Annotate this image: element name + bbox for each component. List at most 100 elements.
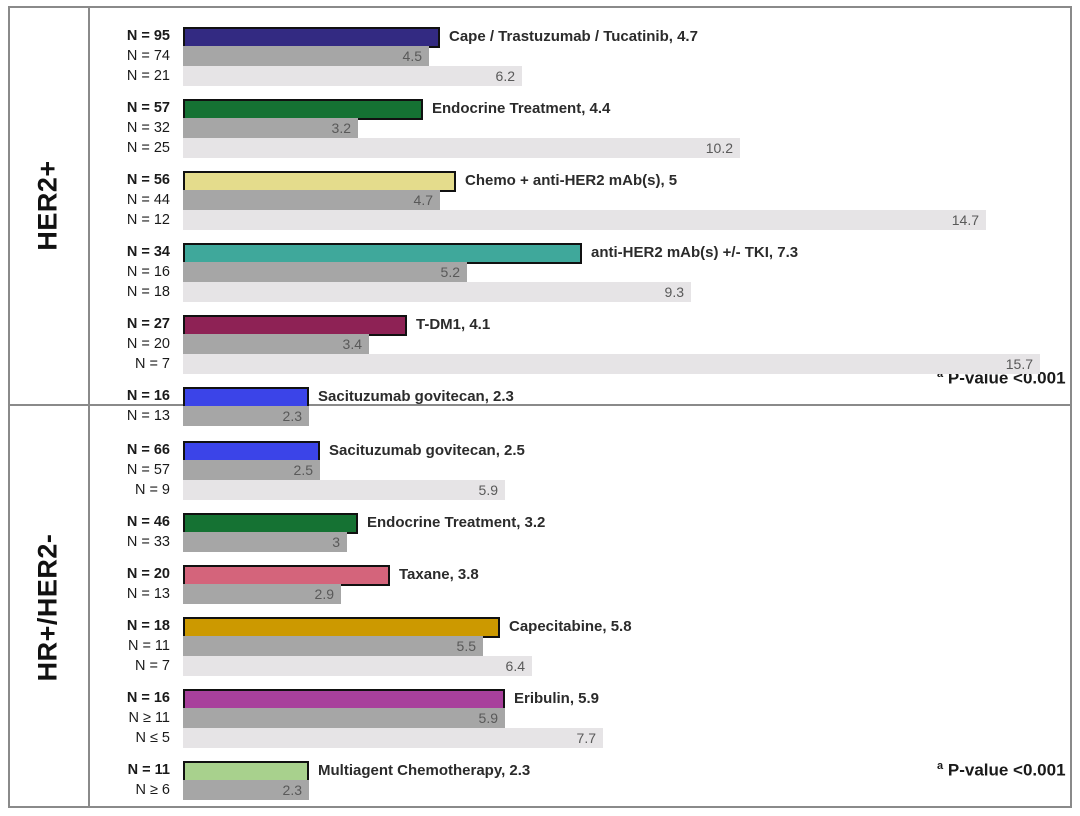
bar-row: N = 16 5.2 bbox=[92, 262, 1070, 282]
bar-primary bbox=[183, 761, 309, 782]
bar-row: N = 21 6.2 bbox=[92, 66, 1070, 86]
bar-row: N = 20 3.4 bbox=[92, 334, 1070, 354]
series-label: Multiagent Chemotherapy, 2.3 bbox=[318, 762, 531, 779]
bar-row: N = 57 2.5 bbox=[92, 460, 1070, 480]
bar-secondary: 2.5 bbox=[183, 460, 320, 480]
bar-row: N = 18 Capecitabine, 5.8 bbox=[92, 616, 1070, 638]
series-label: Eribulin, 5.9 bbox=[514, 690, 600, 707]
chart-outer-frame bbox=[8, 6, 1072, 808]
bar-value-label: 5.2 bbox=[440, 264, 460, 280]
bar-primary bbox=[183, 565, 390, 586]
bar-tertiary: 9.3 bbox=[183, 282, 691, 302]
bar-secondary: 2.9 bbox=[183, 584, 341, 604]
group-section-divider bbox=[8, 404, 1072, 406]
series-label: T-DM1, 4.1 bbox=[416, 316, 491, 333]
bar-value-label: 2.5 bbox=[293, 462, 313, 478]
n-count-label: N = 20 bbox=[126, 336, 170, 352]
n-count-label: N = 46 bbox=[126, 514, 170, 530]
bar-value-label: 2.9 bbox=[314, 586, 334, 602]
bar-value-label: 5.9 bbox=[478, 482, 498, 498]
n-count-label: N = 11 bbox=[127, 638, 170, 654]
bar-row: N = 7 15.7 bbox=[92, 354, 1070, 374]
bar-row: N = 20 Taxane, 3.8 bbox=[92, 564, 1070, 586]
bar-value-label: 4.7 bbox=[413, 192, 433, 208]
series-label: Endocrine Treatment, 3.2 bbox=[367, 514, 546, 531]
bar-primary bbox=[183, 617, 500, 638]
bar-value-label: 4.5 bbox=[402, 48, 422, 64]
bar-value-label: 2.3 bbox=[282, 408, 302, 424]
n-count-label: N ≥ 11 bbox=[128, 710, 170, 726]
bar-tertiary: 6.2 bbox=[183, 66, 522, 86]
bar-tertiary: 14.7 bbox=[183, 210, 986, 230]
bar-secondary: 3.2 bbox=[183, 118, 358, 138]
n-count-label: N = 12 bbox=[126, 212, 170, 228]
n-count-label: N = 25 bbox=[126, 140, 170, 156]
n-count-label: N = 18 bbox=[126, 284, 170, 300]
n-count-label: N = 44 bbox=[126, 192, 170, 208]
series-label: Chemo + anti-HER2 mAb(s), 5 bbox=[465, 172, 678, 189]
n-count-label: N = 16 bbox=[126, 388, 170, 404]
bar-secondary: 4.7 bbox=[183, 190, 440, 210]
bar-tertiary: 15.7 bbox=[183, 354, 1040, 374]
n-count-label: N = 13 bbox=[126, 408, 170, 424]
bar-secondary: 3 bbox=[183, 532, 347, 552]
group-label-divider bbox=[88, 6, 90, 808]
bar-value-label: 10.2 bbox=[705, 140, 733, 156]
bar-value-label: 3.2 bbox=[331, 120, 351, 136]
n-count-label: N = 7 bbox=[134, 356, 170, 372]
plot-panel-hr-positive-her2-negative: a P-value <0.001 N = 66 Sacituzumab govit… bbox=[92, 408, 1070, 806]
bar-secondary: 4.5 bbox=[183, 46, 429, 66]
bar-row: N = 74 4.5 bbox=[92, 46, 1070, 66]
bar-primary bbox=[183, 27, 440, 48]
bar-row: N = 16 Eribulin, 5.9 bbox=[92, 688, 1070, 710]
n-count-label: N = 57 bbox=[126, 462, 170, 478]
n-count-label: N = 13 bbox=[126, 586, 170, 602]
bar-tertiary: 7.7 bbox=[183, 728, 603, 748]
bar-primary bbox=[183, 315, 407, 336]
bar-row: N ≥ 6 2.3 bbox=[92, 780, 1070, 800]
n-count-label: N = 16 bbox=[126, 264, 170, 280]
series-label: anti-HER2 mAb(s) +/- TKI, 7.3 bbox=[591, 244, 799, 261]
bar-value-label: 6.4 bbox=[505, 658, 525, 674]
n-count-label: N = 34 bbox=[126, 244, 170, 260]
bar-primary bbox=[183, 689, 505, 710]
n-count-label: N = 95 bbox=[126, 28, 170, 44]
bar-secondary: 5.2 bbox=[183, 262, 467, 282]
bar-value-label: 2.3 bbox=[282, 782, 302, 798]
bar-row: N = 34 anti-HER2 mAb(s) +/- TKI, 7.3 bbox=[92, 242, 1070, 264]
pvalue-footnote-marker: a bbox=[937, 760, 944, 772]
bar-row: N = 7 6.4 bbox=[92, 656, 1070, 676]
bar-row: N ≥ 11 5.9 bbox=[92, 708, 1070, 728]
bar-row: N = 27 T-DM1, 4.1 bbox=[92, 314, 1070, 336]
bar-row: N = 9 5.9 bbox=[92, 480, 1070, 500]
bar-row: N = 11 5.5 bbox=[92, 636, 1070, 656]
n-count-label: N = 74 bbox=[126, 48, 170, 64]
bar-primary bbox=[183, 99, 423, 120]
bar-row: N = 66 Sacituzumab govitecan, 2.5 bbox=[92, 440, 1070, 462]
n-count-label: N = 57 bbox=[126, 100, 170, 116]
pvalue-footnote-text: P-value <0.001 bbox=[947, 760, 1066, 780]
bar-primary bbox=[183, 243, 582, 264]
bar-row: N = 25 10.2 bbox=[92, 138, 1070, 158]
n-count-label: N = 21 bbox=[126, 68, 170, 84]
n-count-label: N ≤ 5 bbox=[135, 730, 170, 746]
n-count-label: N = 56 bbox=[126, 172, 170, 188]
bar-row: N = 56 Chemo + anti-HER2 mAb(s), 5 bbox=[92, 170, 1070, 192]
series-label: Capecitabine, 5.8 bbox=[509, 618, 632, 635]
n-count-label: N = 33 bbox=[126, 534, 170, 550]
bar-value-label: 14.7 bbox=[951, 212, 979, 228]
bar-value-label: 3.4 bbox=[342, 336, 362, 352]
bar-tertiary: 10.2 bbox=[183, 138, 740, 158]
bar-value-label: 3 bbox=[332, 534, 340, 550]
group-axis-label-hr-positive-her2-negative: HR+/HER2- bbox=[8, 408, 88, 806]
n-count-label: N = 7 bbox=[134, 658, 170, 674]
bar-primary bbox=[183, 513, 358, 534]
n-count-label: N = 16 bbox=[126, 690, 170, 706]
bar-row: N = 13 2.3 bbox=[92, 406, 1070, 426]
bar-primary bbox=[183, 441, 320, 462]
bar-row: N = 18 9.3 bbox=[92, 282, 1070, 302]
group-axis-label-text: HR+/HER2- bbox=[32, 533, 63, 681]
n-count-label: N = 11 bbox=[127, 762, 170, 778]
bar-row: N = 12 14.7 bbox=[92, 210, 1070, 230]
